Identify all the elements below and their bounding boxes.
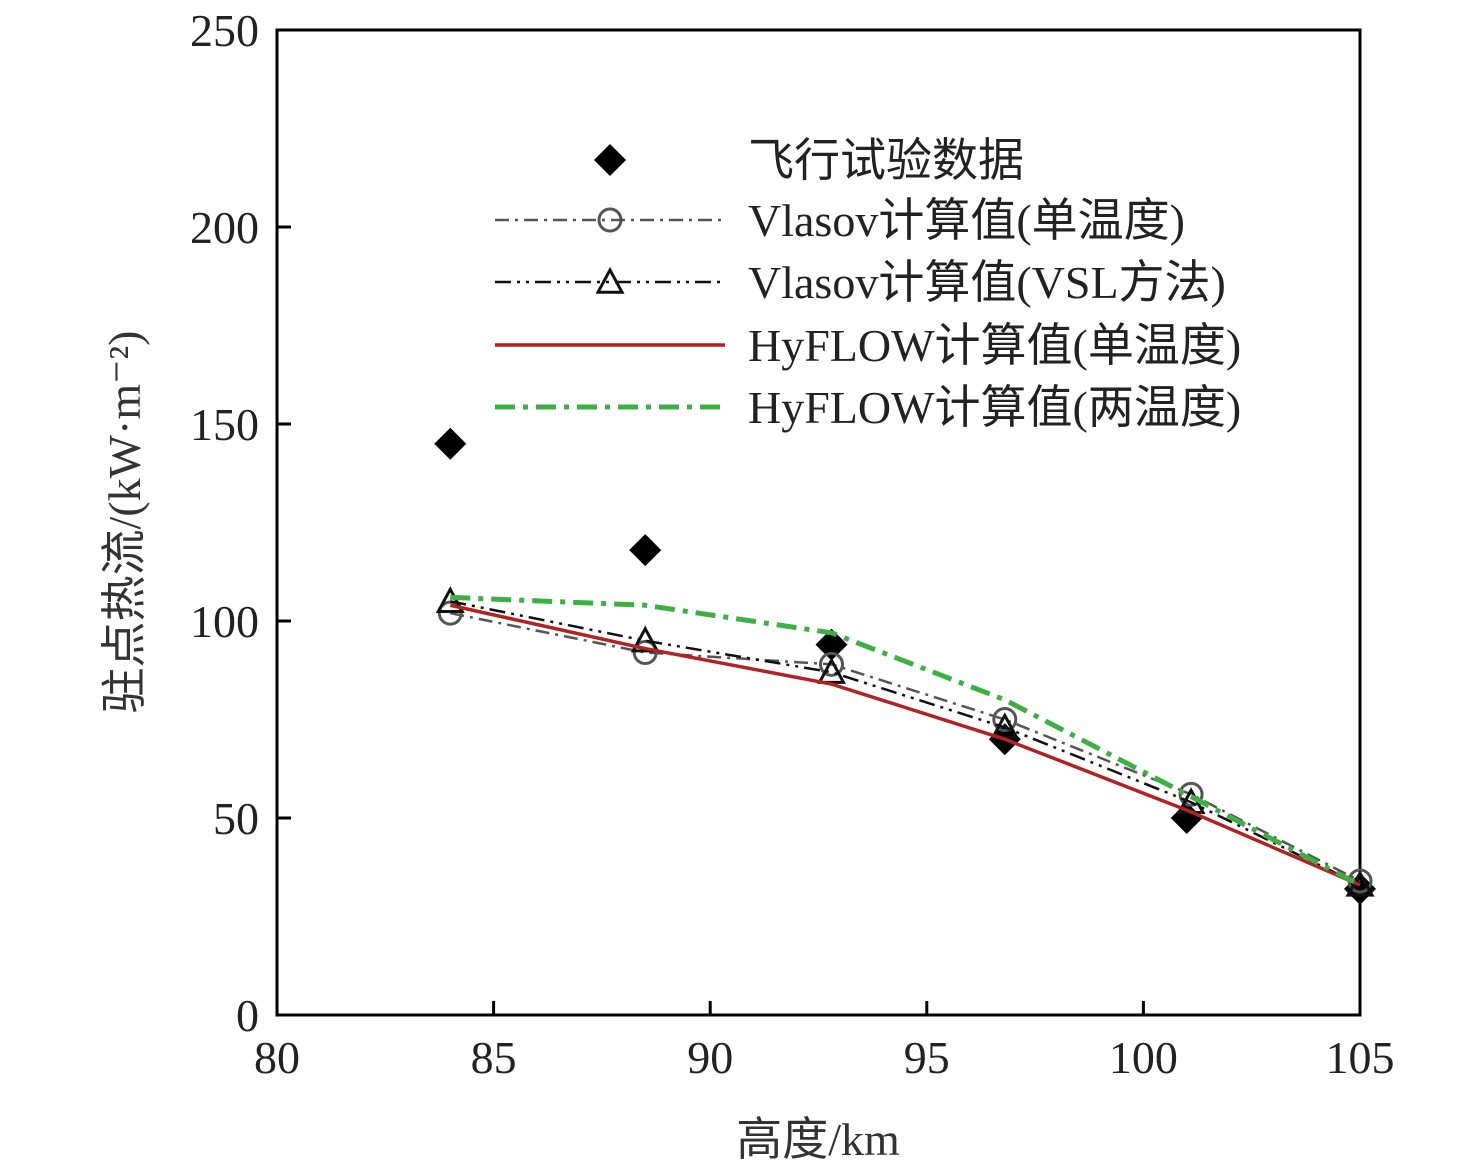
series-line — [450, 611, 1361, 883]
x-tick-label: 80 — [254, 1032, 300, 1083]
legend-marker — [595, 266, 625, 294]
data-point — [1178, 781, 1204, 807]
y-tick-label: 250 — [190, 5, 259, 56]
x-tick-label: 105 — [1326, 1032, 1395, 1083]
x-axis-label: 高度/km — [736, 1114, 900, 1165]
legend-item: Vlasov计算值(单温度) — [495, 195, 1185, 246]
axis-ticks: 80 85 90 95 100 105 0 50 100 150 200 250 — [190, 5, 1395, 1083]
legend-item: 飞行试验数据 — [594, 135, 1024, 186]
y-axis-label: 驻点热流/(kW·m⁻²) — [99, 330, 150, 713]
y-tick-label: 150 — [190, 399, 259, 450]
legend-label: HyFLOW计算值(两温度) — [748, 382, 1241, 433]
series-line — [449, 603, 1361, 887]
data-point — [815, 628, 848, 661]
series-layer — [434, 427, 1376, 905]
legend-item: HyFLOW计算值(两温度) — [495, 382, 1241, 433]
legend-item: Vlasov计算值(VSL方法) — [495, 257, 1226, 308]
series-line — [450, 600, 1361, 887]
legend-label: 飞行试验数据 — [748, 135, 1024, 186]
data-point — [632, 640, 658, 666]
series-0 — [434, 427, 1376, 905]
series-line — [450, 594, 1362, 888]
legend-item: HyFLOW计算值(单温度) — [495, 320, 1241, 371]
plot-frame — [275, 28, 1362, 1017]
legend: 飞行试验数据 Vlasov计算值(单温度) Vlasov计算值(VSL方法) HyFL… — [495, 135, 1241, 433]
data-point — [435, 586, 465, 613]
data-point — [629, 534, 662, 567]
data-point — [434, 427, 467, 460]
x-tick-label: 85 — [471, 1032, 517, 1083]
legend-marker — [594, 144, 626, 176]
data-point — [992, 707, 1018, 732]
legend-label: Vlasov计算值(VSL方法) — [748, 257, 1226, 308]
x-tick-label: 100 — [1109, 1032, 1178, 1083]
legend-label: HyFLOW计算值(单温度) — [748, 320, 1241, 371]
x-tick-label: 95 — [904, 1032, 950, 1083]
series-3 — [449, 603, 1361, 887]
data-point — [818, 651, 844, 677]
y-tick-label: 200 — [190, 202, 259, 253]
legend-label: Vlasov计算值(单温度) — [748, 195, 1185, 246]
series-1 — [437, 600, 1373, 894]
y-tick-label: 50 — [213, 793, 259, 844]
series-2 — [435, 586, 1375, 897]
data-point — [630, 625, 660, 653]
legend-marker — [597, 207, 623, 233]
series-4 — [450, 594, 1362, 888]
y-tick-label: 0 — [236, 990, 259, 1041]
y-tick-label: 100 — [190, 596, 259, 647]
x-tick-label: 90 — [687, 1032, 733, 1083]
